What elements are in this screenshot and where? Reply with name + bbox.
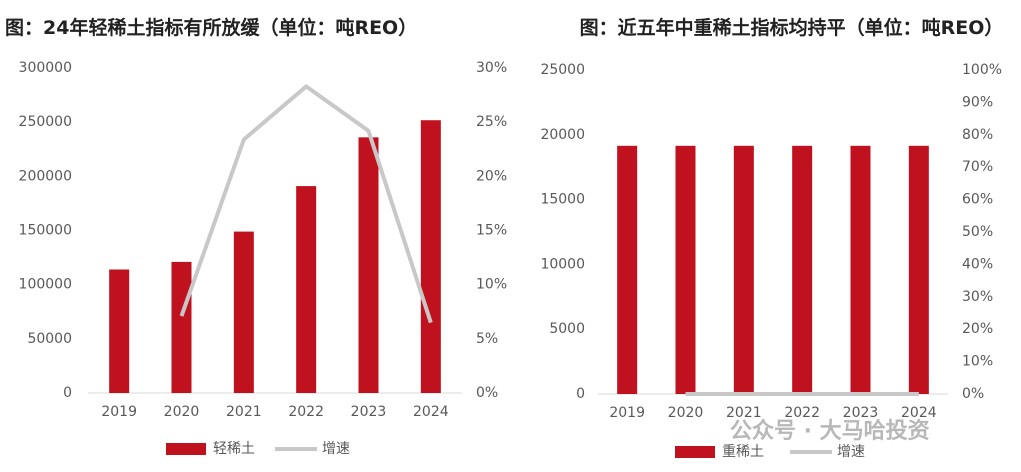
y2-tick-label: 0%	[962, 386, 984, 402]
x-tick-label: 2022	[288, 404, 324, 420]
y2-tick-label: 15%	[476, 223, 507, 239]
x-tick-label: 2021	[226, 404, 262, 420]
x-tick-label: 2023	[351, 404, 387, 420]
x-tick-label: 2023	[843, 405, 879, 421]
legend-label: 重稀土	[722, 444, 764, 460]
x-tick-label: 2024	[901, 405, 937, 421]
y-tick-label: 100000	[19, 277, 72, 293]
bar	[296, 186, 317, 393]
bar	[358, 137, 379, 393]
bar	[792, 145, 813, 394]
bar	[420, 120, 441, 393]
y-tick-label: 50000	[27, 331, 72, 347]
bar	[109, 269, 130, 393]
y2-tick-label: 30%	[962, 289, 993, 305]
y-tick-label: 5000	[549, 321, 585, 337]
growth-line	[179, 84, 433, 324]
legend-swatch	[675, 446, 715, 458]
y2-tick-label: 80%	[962, 127, 993, 143]
y2-tick-label: 90%	[962, 94, 993, 110]
legend-label: 增速	[837, 444, 865, 460]
y2-tick-label: 50%	[962, 224, 993, 240]
y2-tick-label: 70%	[962, 159, 993, 175]
bar	[850, 145, 871, 394]
y-tick-label: 10000	[540, 256, 585, 272]
y-tick-label: 200000	[19, 168, 72, 184]
y-tick-label: 150000	[19, 223, 72, 239]
y-tick-label: 300000	[19, 60, 72, 76]
bar	[675, 145, 696, 394]
y2-tick-label: 40%	[962, 256, 993, 272]
y-tick-label: 250000	[19, 114, 72, 130]
watermark: 公众号 · 大马哈投资	[730, 418, 930, 444]
x-tick-label: 2019	[101, 404, 137, 420]
y2-tick-label: 10%	[962, 354, 993, 370]
y2-tick-label: 10%	[476, 277, 507, 293]
legend-swatch	[166, 443, 206, 455]
y-tick-label: 25000	[540, 62, 585, 78]
y2-tick-label: 0%	[476, 385, 498, 401]
bar	[733, 145, 754, 394]
y-tick-label: 0	[576, 386, 585, 402]
y2-tick-label: 20%	[476, 168, 507, 184]
y2-tick-label: 5%	[476, 331, 498, 347]
x-tick-label: 2022	[784, 405, 820, 421]
legend-label: 轻稀土	[213, 441, 255, 457]
bar	[908, 145, 929, 394]
chart-title: 图：近五年中重稀土指标均持平（单位：吨REO）	[579, 17, 1004, 39]
y-tick-label: 0	[63, 385, 72, 401]
legend-label: 增速	[322, 441, 350, 457]
y2-tick-label: 25%	[476, 114, 507, 130]
x-tick-label: 2020	[164, 404, 200, 420]
y2-tick-label: 30%	[476, 60, 507, 76]
y2-tick-label: 60%	[962, 192, 993, 208]
y-tick-label: 20000	[540, 127, 585, 143]
bar	[171, 261, 192, 393]
x-tick-label: 2020	[668, 405, 704, 421]
x-tick-label: 2019	[609, 405, 645, 421]
bar	[233, 231, 254, 393]
chart-title: 图：24年轻稀土指标有所放缓（单位：吨REO）	[5, 17, 418, 39]
bar	[617, 145, 638, 394]
x-tick-label: 2024	[413, 404, 449, 420]
x-tick-label: 2021	[726, 405, 762, 421]
y-tick-label: 15000	[540, 192, 585, 208]
y2-tick-label: 20%	[962, 321, 993, 337]
y2-tick-label: 100%	[962, 62, 1002, 78]
